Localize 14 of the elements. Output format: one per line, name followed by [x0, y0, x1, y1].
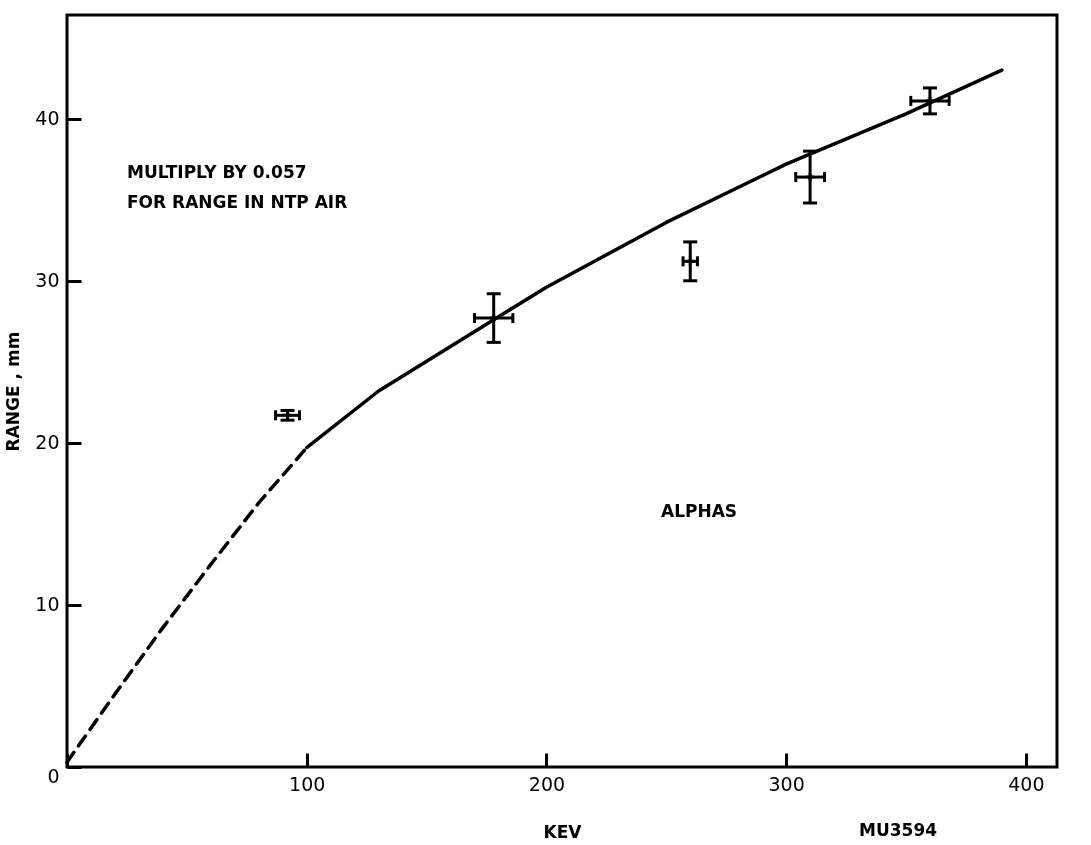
y-axis-title: RANGE , mm [3, 331, 24, 452]
annotation: ALPHAS [661, 500, 738, 521]
annotation: MULTIPLY BY 0.057 FOR RANGE IN NTP AIR [127, 162, 348, 213]
y-tick-label: 0 [47, 764, 60, 787]
x-tick-label: 200 [528, 772, 566, 795]
text: MU3594 [859, 820, 938, 840]
x-axis-title: KEV [543, 821, 583, 842]
y-tick-label: 10 [35, 593, 60, 616]
x-tick-label: 300 [768, 772, 805, 795]
y-tick-label: 30 [35, 269, 60, 292]
y-tick-label: 40 [35, 107, 60, 130]
y-tick-label: 20 [35, 431, 60, 454]
x-tick-label: 400 [1008, 772, 1045, 795]
x-tick-label: 100 [289, 772, 326, 795]
